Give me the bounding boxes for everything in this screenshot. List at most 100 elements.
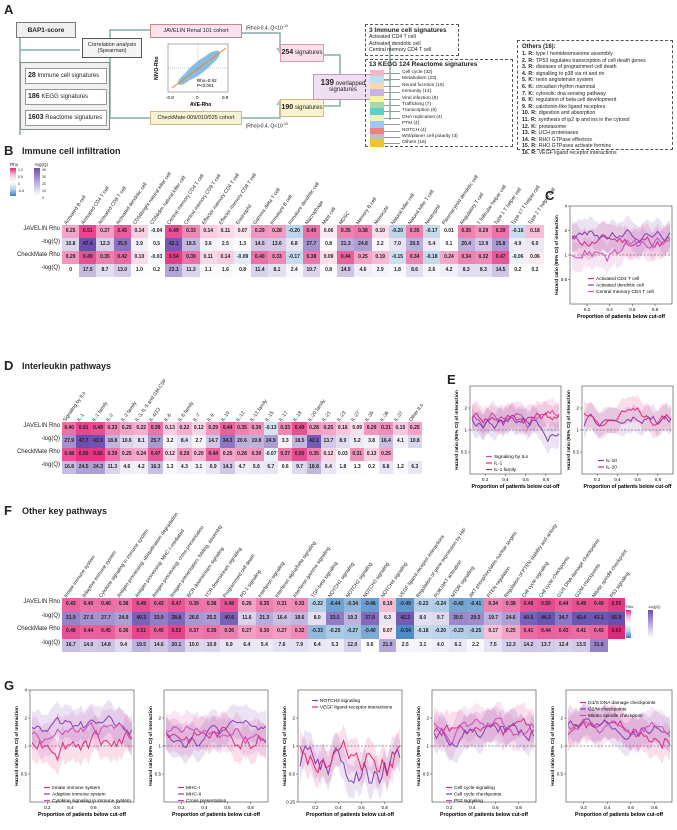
heatmap-cell: 0.39 [492, 225, 510, 238]
heatmap-cell: 21.9 [378, 638, 397, 652]
others-item: 12. K: proteasome [522, 124, 668, 131]
others-item-number: 3. [522, 64, 527, 71]
heatmap-cell: 10.6 [119, 435, 134, 448]
heatmap-cell: 29.3 [466, 611, 485, 625]
correlation-box: Correlation analysis (Spearman) [82, 38, 142, 58]
others-item-number: 10. [522, 110, 530, 117]
others-item: 11. R: synthesis of ip2 ip and ins in the … [522, 117, 668, 124]
heatmap-cell: 0.48 [62, 625, 80, 639]
legend-label: MHC-I [186, 785, 200, 791]
ci-band [584, 394, 671, 439]
heatmap-cell: 0.2 [526, 264, 544, 277]
legend-label: P53 signaling [454, 798, 483, 804]
heatmap-cell: 8.1 [268, 264, 286, 277]
category-swatch [370, 127, 384, 134]
legend-tick: 40 [42, 168, 46, 172]
others-item-source: R: [530, 116, 537, 123]
heatmap-cell: 0.48 [62, 448, 77, 461]
kegg-text: KEGG signatures [41, 94, 89, 100]
y-tick-label: 0.5 [155, 772, 162, 777]
immune-signatures-item: 28 Immune cell signatures [25, 68, 107, 84]
y-axis-label: Hazard ratio (95% CI) of interaction [554, 215, 560, 295]
heatmap-cell: 4.1 [393, 435, 408, 448]
heatmap-cell: 0.28 [306, 422, 322, 435]
filter-checkmate: |Rho|>0.4, Q<10-10 [246, 122, 288, 130]
signatures-word: signatures [294, 105, 323, 111]
heatmap-cell: 1.0 [130, 264, 148, 277]
heatmap-cell: 1.2 [393, 461, 408, 474]
heatmap-cell: 4.7 [234, 461, 250, 474]
others-item-number: 1. [522, 51, 527, 57]
heatmap-cell: 0.14 [216, 251, 234, 264]
heatmap-cell: -0.54 [396, 625, 414, 639]
heatmap-cell: 5.2 [350, 435, 365, 448]
heatmap-cell: 14.8 [97, 638, 115, 652]
panel-b-label: B [4, 143, 14, 158]
heatmap-cell: -0.22 [414, 598, 432, 612]
heatmap-cell: 0.35 [234, 422, 250, 435]
heatmap-cell: 0.39 [105, 448, 120, 461]
heatmap-cell: 38.8 [167, 611, 186, 625]
reactome-signatures-item: 1603 Reactome signatures [25, 110, 107, 126]
others-item-source: K: [531, 123, 537, 130]
heatmap-cell: 0.12 [191, 422, 206, 435]
heatmap-cell: 0.35 [406, 225, 424, 238]
y-tick-label: 0.5 [561, 277, 568, 282]
heatmap-cell: 33.0 [150, 611, 168, 625]
others-item-source: R: [531, 143, 537, 150]
scatter-ylabel: NIVO-Rho [154, 56, 160, 80]
heatmap-cell: -0.20 [431, 625, 450, 639]
heatmap-row-label: -log(Q) [41, 639, 60, 646]
heatmap-cell: 4.3 [177, 461, 192, 474]
count-254: 254 [281, 49, 294, 56]
heatmap-cell: 0.49 [292, 422, 307, 435]
scatter-xtick: -0.8 [166, 95, 174, 100]
heatmap-cell: 0.8 [320, 238, 338, 251]
y-axis-label: Hazard ratio (95% CI) of interaction [14, 706, 20, 786]
heatmap-cell: -0.07 [263, 448, 278, 461]
others-item: 3. R: diseases of programmed cell death [522, 64, 668, 71]
plot-frame [163, 689, 269, 803]
heatmap-cell: 17.5 [79, 264, 97, 277]
category-item: Trafficking (7) [370, 101, 510, 109]
category-line [384, 104, 400, 106]
others-item: 10. R: digestion and absorption [522, 110, 668, 117]
x-axis-label: Proportion of patients below cut-off [172, 812, 260, 818]
y-tick-label: 2 [24, 716, 27, 721]
filter-checkmate-exp: -10 [282, 122, 288, 126]
category-line [384, 124, 400, 126]
heatmap-cell: 0.1 [440, 238, 458, 251]
hr-line [433, 717, 535, 746]
checkmate-cohort-text: CheckMate-009/010/025 cohort [157, 115, 235, 121]
heatmap-cell: 14.2 [519, 638, 538, 652]
heatmap-cell: 0.15 [393, 422, 408, 435]
ci-band [300, 724, 400, 793]
hr-line [471, 416, 560, 443]
hr-line [165, 725, 267, 745]
others-item: 1. R: type I hemidesmosome assembly [522, 51, 668, 58]
heatmap-cell: 24.9 [263, 435, 278, 448]
heatmap-cell: 18.8 [306, 461, 322, 474]
others-item-number: 9. [522, 103, 527, 110]
others-item-text: type I hemidesmosome assembly [535, 51, 613, 57]
hr-plot-c: 4 2 1 0.5 0.2 0.4 0.6 0.8 Proportion of patients… [554, 204, 673, 320]
heatmap-cell: 0.25 [119, 422, 134, 435]
heatmap-cell: 0.39 [182, 251, 200, 264]
y-axis-label: Hazard ratio (95% CI) of interaction [148, 706, 154, 786]
category-label: Transcription (6) [402, 108, 437, 114]
ci-band [572, 223, 670, 276]
others-item-source: R: [528, 70, 534, 77]
heatmap-cell: 2.6 [423, 264, 441, 277]
category-label: PTM (4) [402, 121, 420, 127]
legend-label: VEGF ligand-receptor interactions [320, 705, 393, 711]
heatmap-cell: 10.8 [407, 435, 422, 448]
heatmap-cell: 6.0 [526, 238, 544, 251]
heatmap-cell: 0.42 [113, 251, 131, 264]
hr-line [31, 715, 133, 736]
hr-plot-g1: 4 2 1 0.5 0.2 0.4 0.6 0.8 Proportion of patients… [14, 688, 135, 818]
heatmap-cell: 3.1 [414, 638, 432, 652]
heatmap-cell: 8.3 [457, 264, 475, 277]
panel-c-label: C [545, 188, 555, 203]
category-line [384, 111, 400, 113]
y-tick-label: 1 [564, 253, 567, 258]
